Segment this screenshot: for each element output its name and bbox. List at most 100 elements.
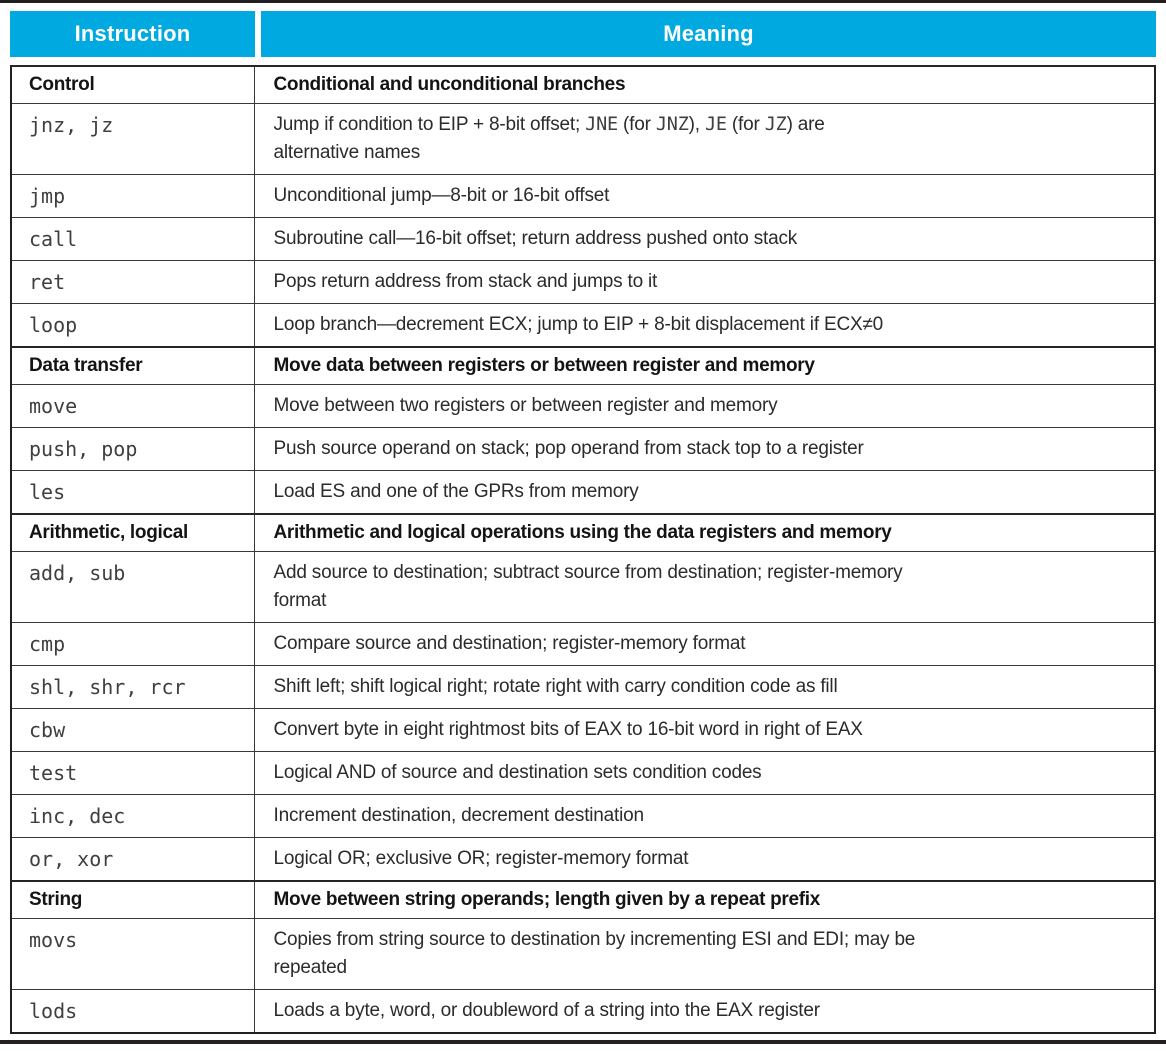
instruction-table: Control Conditional and unconditional bra… xyxy=(10,65,1156,1034)
meaning-text: Increment destination, decrement destina… xyxy=(273,805,645,826)
meaning-text: Compare source and destination; register… xyxy=(273,633,746,654)
table-row: jnz, jz Jump if condition to EIP + 8-bit … xyxy=(11,103,1155,175)
instruction-mnemonic: test xyxy=(29,761,78,785)
table-row: shl, shr, rcr Shift left; shift logical r… xyxy=(11,665,1155,709)
meaning-cell: Logical OR; exclusive OR; register-memor… xyxy=(254,837,1155,881)
instruction-mnemonic: loop xyxy=(29,313,78,337)
meaning-cell: Shift left; shift logical right; rotate … xyxy=(254,665,1155,709)
meaning-text: (for xyxy=(617,114,656,135)
table-body-container: Control Conditional and unconditional bra… xyxy=(10,65,1156,1034)
meaning-cell: Arithmetic and logical operations using … xyxy=(254,513,1155,552)
category-name: Control xyxy=(29,74,95,95)
instruction-cell: jnz, jz xyxy=(11,103,255,175)
header-cell-meaning: Meaning xyxy=(261,11,1156,57)
inline-mnemonic: JZ xyxy=(764,114,787,135)
instruction-cell: test xyxy=(11,751,255,795)
instruction-cell: loop xyxy=(11,303,255,347)
instruction-mnemonic: cmp xyxy=(29,632,66,656)
meaning-text: Push source operand on stack; pop operan… xyxy=(273,438,864,459)
table-row: push, pop Push source operand on stack; p… xyxy=(11,427,1155,471)
inline-mnemonic: JE xyxy=(704,114,727,135)
instruction-mnemonic: inc, dec xyxy=(29,804,126,828)
table-row: Control Conditional and unconditional bra… xyxy=(11,65,1155,104)
instruction-mnemonic: les xyxy=(29,480,66,504)
meaning-cell: Loads a byte, word, or doubleword of a s… xyxy=(254,989,1155,1033)
meaning-text: format xyxy=(273,590,327,611)
meaning-text: Move between string operands; length giv… xyxy=(273,889,821,910)
meaning-cell: Conditional and unconditional branches xyxy=(254,65,1155,104)
instruction-cell: push, pop xyxy=(11,427,255,471)
meaning-text: alternative names xyxy=(273,142,421,163)
instruction-mnemonic: shl, shr, rcr xyxy=(29,675,186,699)
table-row: lods Loads a byte, word, or doubleword of… xyxy=(11,989,1155,1033)
instruction-mnemonic: or, xor xyxy=(29,847,114,871)
meaning-text: Convert byte in eight rightmost bits of … xyxy=(273,719,863,740)
meaning-text: Loop branch—decrement ECX; jump to EIP +… xyxy=(273,314,884,335)
table-row: inc, dec Increment destination, decrement… xyxy=(11,794,1155,838)
table-row: add, sub Add source to destination; subtr… xyxy=(11,551,1155,623)
table-row: cmp Compare source and destination; regis… xyxy=(11,622,1155,666)
meaning-text: Add source to destination; subtract sour… xyxy=(273,562,903,583)
table-body: Control Conditional and unconditional bra… xyxy=(11,65,1155,1033)
meaning-text: Loads a byte, word, or doubleword of a s… xyxy=(273,1000,821,1021)
meaning-text: Arithmetic and logical operations using … xyxy=(273,522,892,543)
table-row: String Move between string operands; leng… xyxy=(11,880,1155,919)
meaning-cell: Copies from string source to destination… xyxy=(254,918,1155,990)
meaning-cell: Add source to destination; subtract sour… xyxy=(254,551,1155,623)
meaning-text: Move data between registers or between r… xyxy=(273,355,815,376)
meaning-text: repeated xyxy=(273,957,348,978)
meaning-cell: Convert byte in eight rightmost bits of … xyxy=(254,708,1155,752)
meaning-text: Subroutine call—16-bit offset; return ad… xyxy=(273,228,798,249)
meaning-text: Unconditional jump—8-bit or 16-bit offse… xyxy=(273,185,610,206)
instruction-mnemonic: cbw xyxy=(29,718,66,742)
category-name: String xyxy=(29,889,83,910)
instruction-mnemonic: movs xyxy=(29,928,78,952)
instruction-cell: inc, dec xyxy=(11,794,255,838)
meaning-text: Logical OR; exclusive OR; register-memor… xyxy=(273,848,689,869)
table-row: les Load ES and one of the GPRs from memo… xyxy=(11,470,1155,514)
meaning-text: Shift left; shift logical right; rotate … xyxy=(273,676,838,697)
instruction-cell: jmp xyxy=(11,174,255,218)
meaning-cell: Subroutine call—16-bit offset; return ad… xyxy=(254,217,1155,261)
category-name-cell: Arithmetic, logical xyxy=(11,513,255,552)
meaning-cell: Move between string operands; length giv… xyxy=(254,880,1155,919)
table-row: or, xor Logical OR; exclusive OR; registe… xyxy=(11,837,1155,881)
category-name-cell: Data transfer xyxy=(11,346,255,385)
meaning-text: ) are xyxy=(786,114,825,135)
meaning-cell: Move between two registers or between re… xyxy=(254,384,1155,428)
meaning-cell: Increment destination, decrement destina… xyxy=(254,794,1155,838)
meaning-cell: Compare source and destination; register… xyxy=(254,622,1155,666)
meaning-text: Load ES and one of the GPRs from memory xyxy=(273,481,639,502)
meaning-text: Copies from string source to destination… xyxy=(273,929,916,950)
meaning-cell: Push source operand on stack; pop operan… xyxy=(254,427,1155,471)
meaning-cell: Pops return address from stack and jumps… xyxy=(254,260,1155,304)
instruction-mnemonic: add, sub xyxy=(29,561,126,585)
table-header: Instruction Meaning xyxy=(10,11,1156,57)
table-row: movs Copies from string source to destina… xyxy=(11,918,1155,990)
instruction-cell: add, sub xyxy=(11,551,255,623)
instruction-mnemonic: ret xyxy=(29,270,66,294)
instruction-mnemonic: call xyxy=(29,227,78,251)
instruction-cell: move xyxy=(11,384,255,428)
header-cell-instruction: Instruction xyxy=(10,11,255,57)
table-row: test Logical AND of source and destinatio… xyxy=(11,751,1155,795)
instruction-cell: or, xor xyxy=(11,837,255,881)
meaning-text: ), xyxy=(688,114,705,135)
table-row: loop Loop branch—decrement ECX; jump to E… xyxy=(11,303,1155,347)
instruction-cell: cmp xyxy=(11,622,255,666)
table-row: ret Pops return address from stack and ju… xyxy=(11,260,1155,304)
meaning-text: Jump if condition to EIP + 8-bit offset; xyxy=(273,114,586,135)
instruction-mnemonic: lods xyxy=(29,999,78,1023)
instruction-mnemonic: push, pop xyxy=(29,437,138,461)
table-row: jmp Unconditional jump—8-bit or 16-bit of… xyxy=(11,174,1155,218)
header-meaning-label: Meaning xyxy=(663,21,754,46)
instruction-mnemonic: jmp xyxy=(29,184,66,208)
table-row: Data transfer Move data between registers… xyxy=(11,346,1155,385)
meaning-text: Logical AND of source and destination se… xyxy=(273,762,762,783)
table-row: Arithmetic, logical Arithmetic and logica… xyxy=(11,513,1155,552)
instruction-cell: movs xyxy=(11,918,255,990)
meaning-cell: Move data between registers or between r… xyxy=(254,346,1155,385)
instruction-cell: lods xyxy=(11,989,255,1033)
inline-mnemonic: JNE xyxy=(585,114,618,135)
